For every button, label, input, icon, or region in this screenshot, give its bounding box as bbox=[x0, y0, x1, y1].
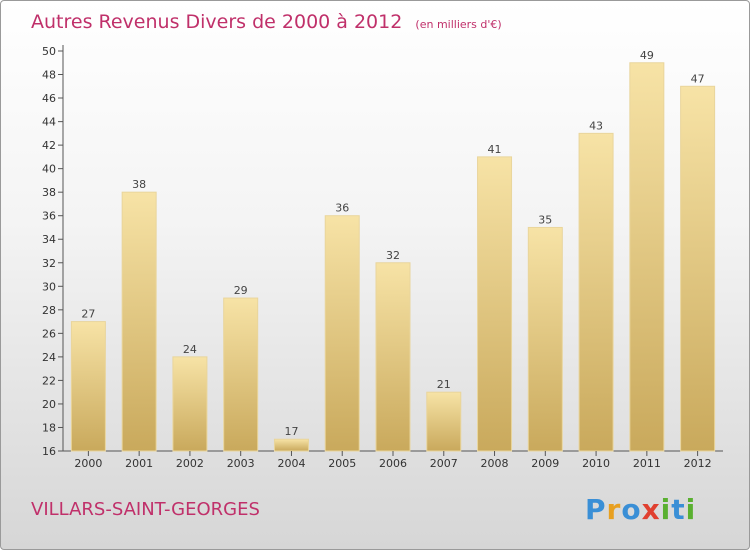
y-tick-label: 24 bbox=[42, 351, 56, 364]
y-tick-label: 44 bbox=[42, 116, 56, 129]
y-tick-label: 40 bbox=[42, 163, 56, 176]
y-tick-label: 42 bbox=[42, 139, 56, 152]
data-label-2007: 21 bbox=[437, 378, 451, 391]
x-tick-label: 2004 bbox=[277, 457, 305, 470]
x-tick-label: 2002 bbox=[176, 457, 204, 470]
bar-2006 bbox=[375, 262, 411, 452]
bar-2003 bbox=[223, 297, 259, 452]
bar-2002 bbox=[172, 356, 208, 452]
bar-2010 bbox=[578, 132, 614, 452]
y-tick-label: 36 bbox=[42, 210, 56, 223]
bar-2008 bbox=[477, 156, 513, 452]
data-label-2012: 47 bbox=[691, 72, 705, 85]
x-tick-label: 2001 bbox=[125, 457, 153, 470]
bar-2011 bbox=[629, 62, 665, 452]
logo-letter: o bbox=[621, 493, 641, 526]
x-tick-label: 2009 bbox=[531, 457, 559, 470]
data-label-2000: 27 bbox=[81, 308, 95, 321]
data-label-2010: 43 bbox=[589, 119, 603, 132]
y-tick-label: 38 bbox=[42, 186, 56, 199]
logo-letter: t bbox=[671, 493, 685, 526]
bar-2004 bbox=[273, 438, 309, 452]
chart-title-main: Autres Revenus Divers de 2000 à 2012 bbox=[31, 11, 402, 33]
bars: 27 38 24 29 17 36 32 21 41 35 43 49 47 bbox=[70, 49, 716, 452]
y-tick-label: 48 bbox=[42, 69, 56, 82]
x-tick-label: 2003 bbox=[227, 457, 255, 470]
bar-2005 bbox=[324, 215, 360, 452]
y-tick-label: 26 bbox=[42, 327, 56, 340]
data-label-2008: 41 bbox=[488, 143, 502, 156]
data-label-2001: 38 bbox=[132, 178, 146, 191]
data-label-2002: 24 bbox=[183, 343, 197, 356]
data-label-2011: 49 bbox=[640, 49, 654, 62]
data-label-2004: 17 bbox=[284, 425, 298, 438]
logo-letter: P bbox=[585, 493, 607, 526]
y-tick-label: 32 bbox=[42, 257, 56, 270]
y-tick-label: 20 bbox=[42, 398, 56, 411]
y-axis-ticks: 16 18 20 22 24 26 28 30 32 34 36 38 40 42 44 46 48 50 bbox=[42, 45, 63, 458]
y-tick-label: 22 bbox=[42, 374, 56, 387]
bar-2012 bbox=[680, 85, 716, 452]
logo-letter: i bbox=[686, 493, 697, 526]
x-tick-label: 2008 bbox=[481, 457, 509, 470]
bar-2009 bbox=[527, 226, 563, 452]
place-name: VILLARS-SAINT-GEORGES bbox=[31, 499, 260, 520]
data-label-2009: 35 bbox=[538, 213, 552, 226]
bar-2007 bbox=[426, 391, 462, 452]
y-tick-label: 18 bbox=[42, 421, 56, 434]
data-label-2005: 36 bbox=[335, 202, 349, 215]
y-tick-label: 16 bbox=[42, 445, 56, 458]
x-tick-label: 2000 bbox=[74, 457, 102, 470]
bar-2001 bbox=[121, 191, 157, 452]
x-tick-label: 2011 bbox=[633, 457, 661, 470]
data-label-2003: 29 bbox=[234, 284, 248, 297]
chart-title: Autres Revenus Divers de 2000 à 2012 (en… bbox=[31, 11, 502, 33]
logo-letter: i bbox=[661, 493, 672, 526]
x-tick-label: 2006 bbox=[379, 457, 407, 470]
y-tick-label: 46 bbox=[42, 92, 56, 105]
data-label-2006: 32 bbox=[386, 249, 400, 262]
y-tick-label: 34 bbox=[42, 233, 56, 246]
x-tick-label: 2012 bbox=[684, 457, 712, 470]
chart-title-unit: (en milliers d'€) bbox=[415, 18, 501, 31]
x-tick-label: 2007 bbox=[430, 457, 458, 470]
x-tick-label: 2005 bbox=[328, 457, 356, 470]
bar-2000 bbox=[70, 321, 106, 452]
y-tick-label: 30 bbox=[42, 280, 56, 293]
y-tick-label: 28 bbox=[42, 304, 56, 317]
proxiti-logo: Proxiti bbox=[585, 493, 696, 526]
logo-letter: x bbox=[642, 493, 661, 526]
y-tick-label: 50 bbox=[42, 45, 56, 58]
x-axis-ticks: 2000 2001 2002 2003 2004 2005 2006 2007 2008 2009… bbox=[74, 451, 712, 470]
x-tick-label: 2010 bbox=[582, 457, 610, 470]
logo-letter: r bbox=[607, 493, 622, 526]
